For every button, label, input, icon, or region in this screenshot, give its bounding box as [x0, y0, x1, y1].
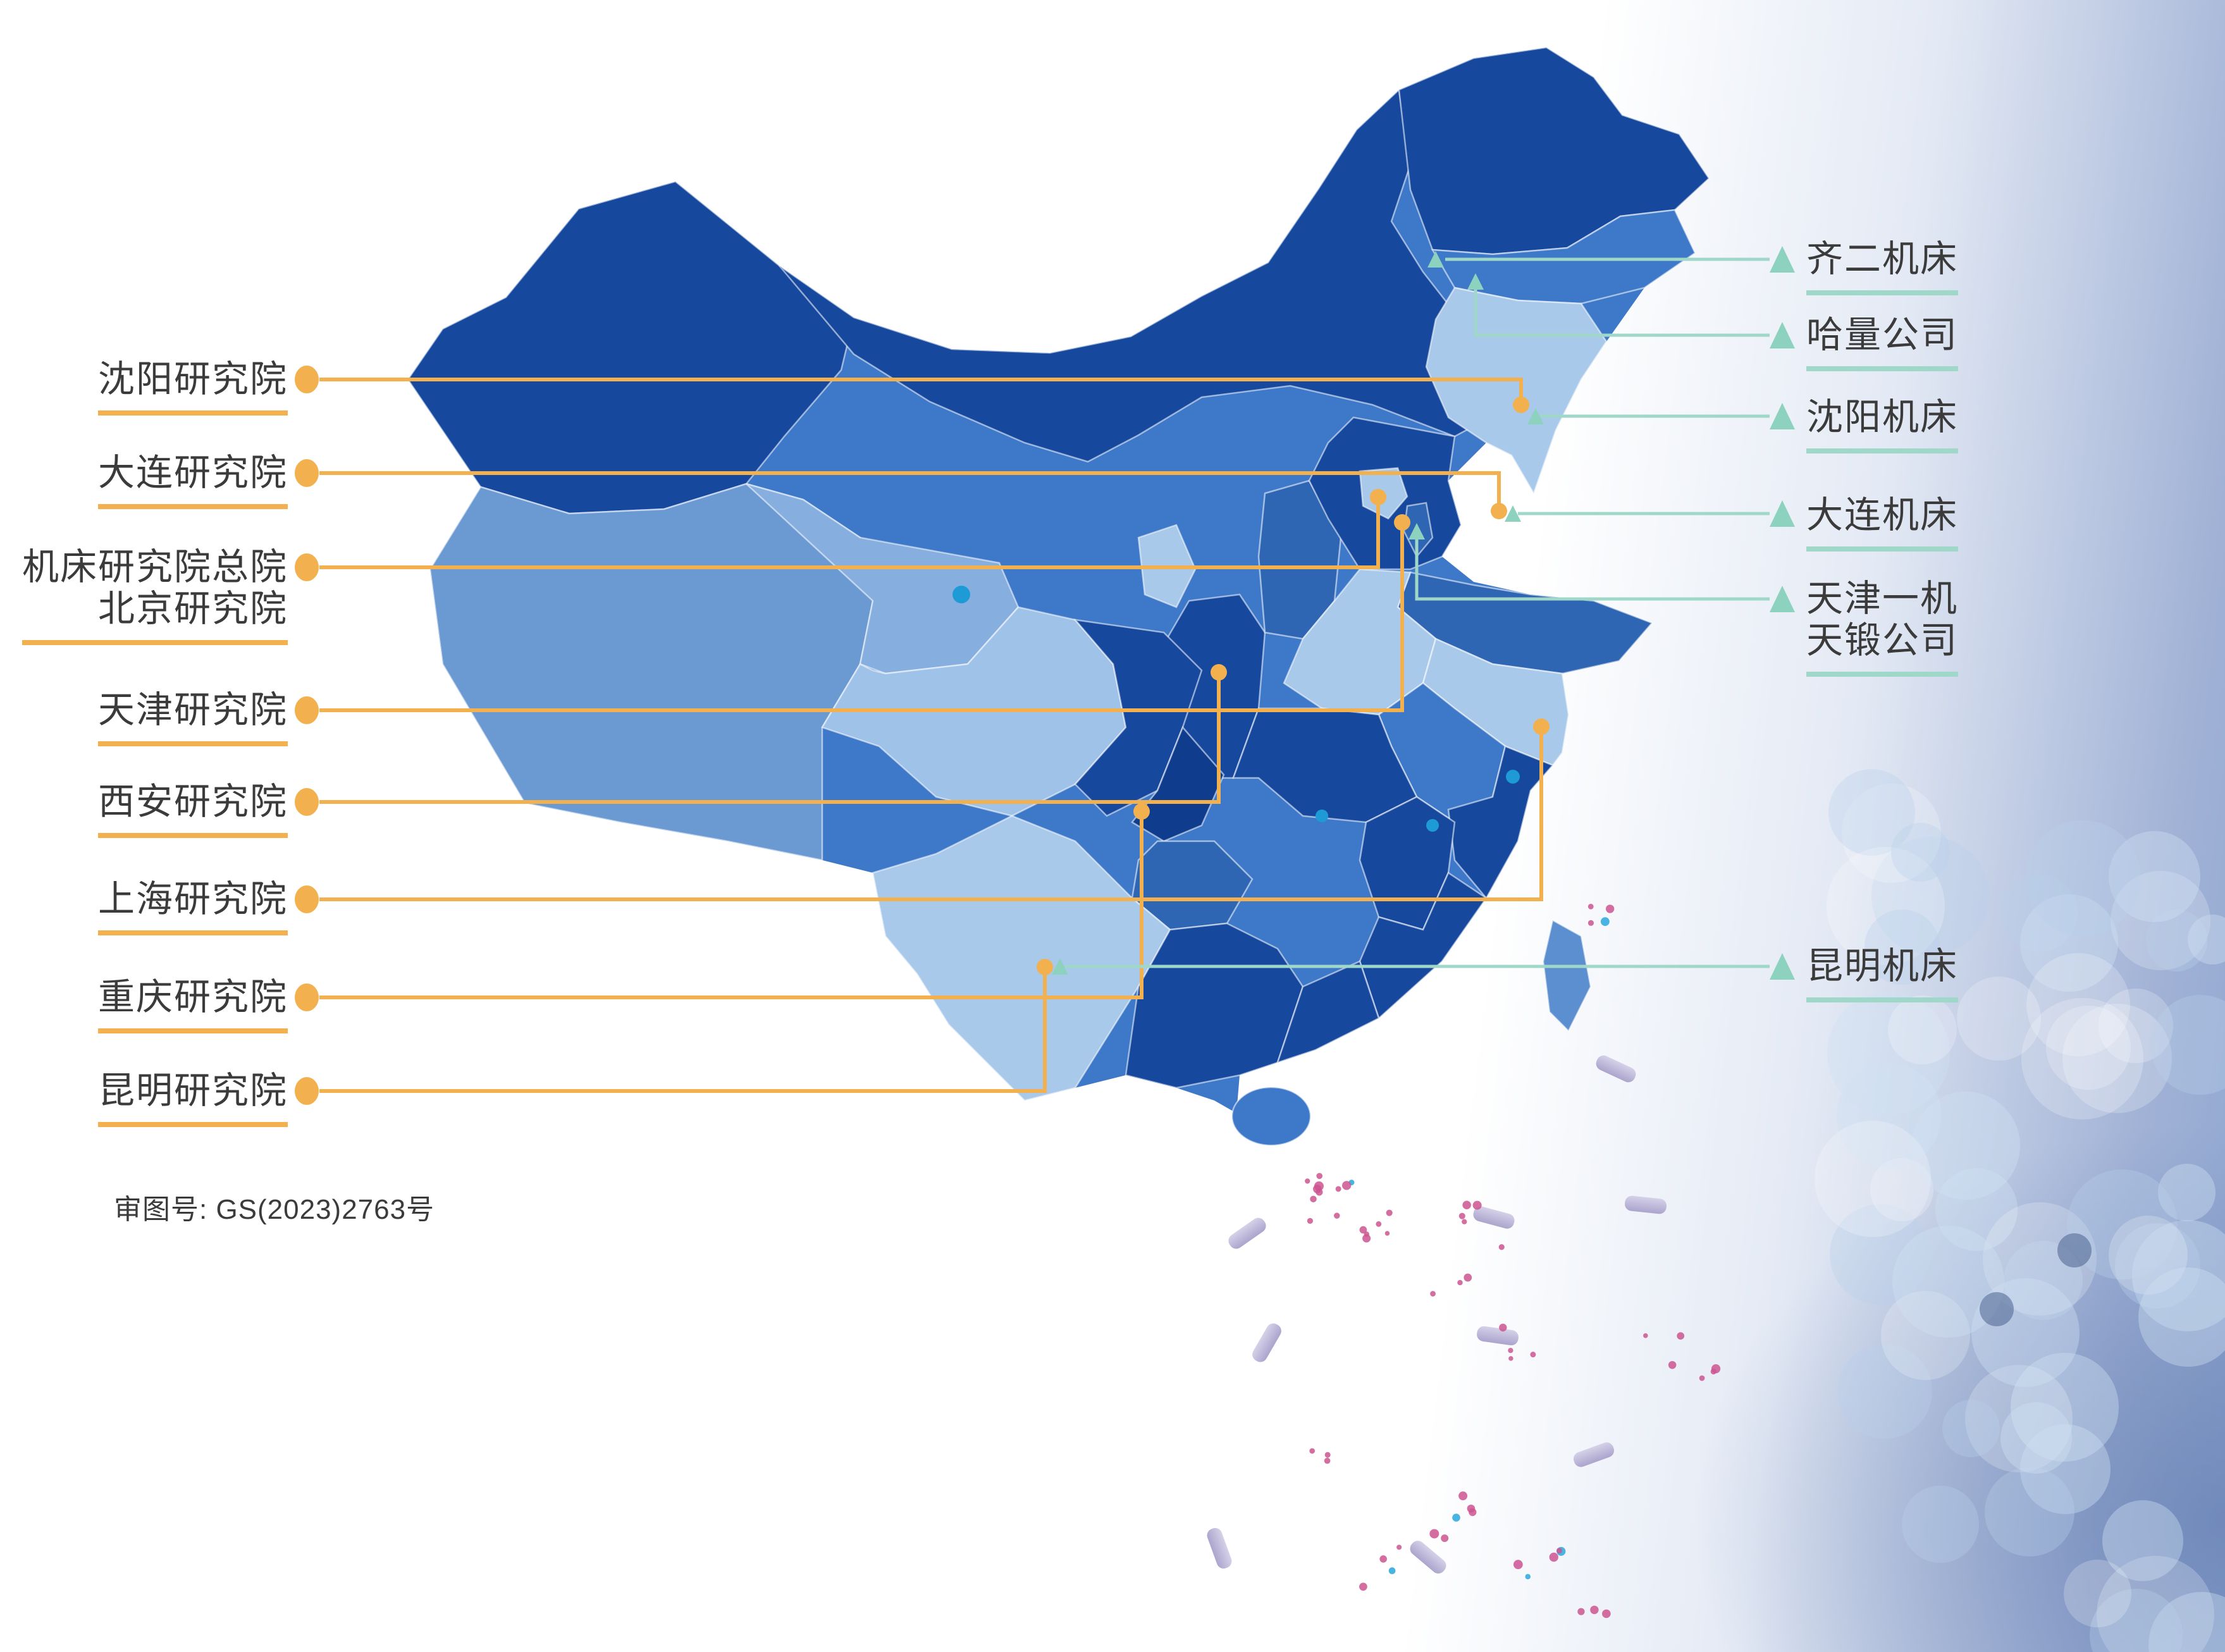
map-license-number: 审图号: GS(2023)2763号 [114, 1194, 435, 1225]
label-triangle-icon [1770, 586, 1795, 612]
province-liaoning [1425, 287, 1608, 495]
lake-qinghai [952, 586, 970, 603]
connector-xian-institute [319, 680, 1221, 804]
label-chongqing-institute: 重庆研究院 [97, 977, 288, 1033]
company-connectors [1052, 246, 1795, 980]
label-kunming-machine-tool: 昆明机床 [1806, 946, 1959, 1002]
label-kunming-institute: 昆明研究院 [97, 1070, 288, 1127]
connector-tianjin-institute [319, 530, 1404, 712]
map-triangle-icon [1527, 408, 1544, 424]
south-sea-islands [1305, 903, 1721, 1618]
label-triangle-icon [1770, 953, 1795, 980]
label-shenyang-machine-tool: 沈阳机床 [1806, 397, 1959, 453]
label-tianjin-institute: 天津研究院 [97, 689, 288, 746]
province-inner-mongolia [779, 88, 1539, 463]
map-triangle-icon [1467, 273, 1484, 290]
label-dalian-machine-tool: 大连机床 [1806, 495, 1959, 552]
map-triangle-icon [1427, 251, 1444, 268]
label-dot-icon [295, 696, 319, 724]
map-triangle-icon [1505, 505, 1521, 522]
nine-dash-line [1207, 1055, 1667, 1574]
label-haliang-company: 哈量公司 [1806, 314, 1959, 371]
connector-shenyang-institute [319, 378, 1523, 397]
city-dot-shenyang [1513, 397, 1529, 413]
city-dot-shanghai [1533, 718, 1550, 735]
map-triangle-icon [1408, 523, 1425, 539]
connector-dalian-institute [319, 471, 1501, 503]
city-dot-chongqing [1133, 803, 1150, 820]
province-hainan [1231, 1086, 1312, 1147]
label-qier-machine-tool: 齐二机床 [1806, 238, 1959, 295]
label-dot-icon [295, 553, 319, 581]
institute-connectors [295, 366, 1550, 1105]
label-triangle-icon [1770, 500, 1795, 527]
label-dot-icon [295, 366, 319, 393]
label-triangle-icon [1770, 246, 1795, 273]
label-shanghai-institute: 上海研究院 [97, 878, 288, 935]
province-yunnan [872, 815, 1171, 1102]
connector-kunming-institute [319, 975, 1047, 1093]
province-guangxi [1125, 922, 1304, 1089]
map-triangle-icon [1052, 958, 1068, 975]
city-dot-kunming [1037, 959, 1053, 975]
province-chongqing [1131, 725, 1225, 842]
label-dalian-institute: 大连研究院 [97, 452, 288, 509]
label-triangle-icon [1770, 403, 1795, 429]
label-shenyang-institute: 沈阳研究院 [97, 359, 288, 416]
label-dot-icon [295, 885, 319, 913]
province-taiwan [1542, 919, 1592, 1033]
city-dot-tianjin [1394, 514, 1410, 531]
connector-chongqing-institute [319, 819, 1143, 999]
label-xian-institute: 西安研究院 [97, 781, 288, 838]
connector-tianjin-co [1415, 538, 1770, 601]
city-dot-beijing [1370, 489, 1386, 505]
lake-taihu [1506, 770, 1520, 784]
label-dot-icon [295, 983, 319, 1011]
connector-shanghai-institute [319, 734, 1543, 901]
city-dot-xian [1211, 664, 1227, 681]
label-dot-icon [295, 459, 319, 487]
label-tianjin-company: 天津一机 天锻公司 [1806, 578, 1959, 677]
lake-poyang [1426, 819, 1439, 832]
label-triangle-icon [1770, 322, 1795, 348]
city-dot-dalian [1491, 503, 1507, 519]
connector-haliang [1474, 288, 1770, 337]
connector-beijing-institute [319, 505, 1380, 569]
label-dot-icon [295, 788, 319, 816]
label-dot-icon [295, 1077, 319, 1105]
label-beijing-institute: 机床研究院总院 北京研究院 [22, 546, 288, 645]
lake-dongting [1316, 810, 1328, 822]
